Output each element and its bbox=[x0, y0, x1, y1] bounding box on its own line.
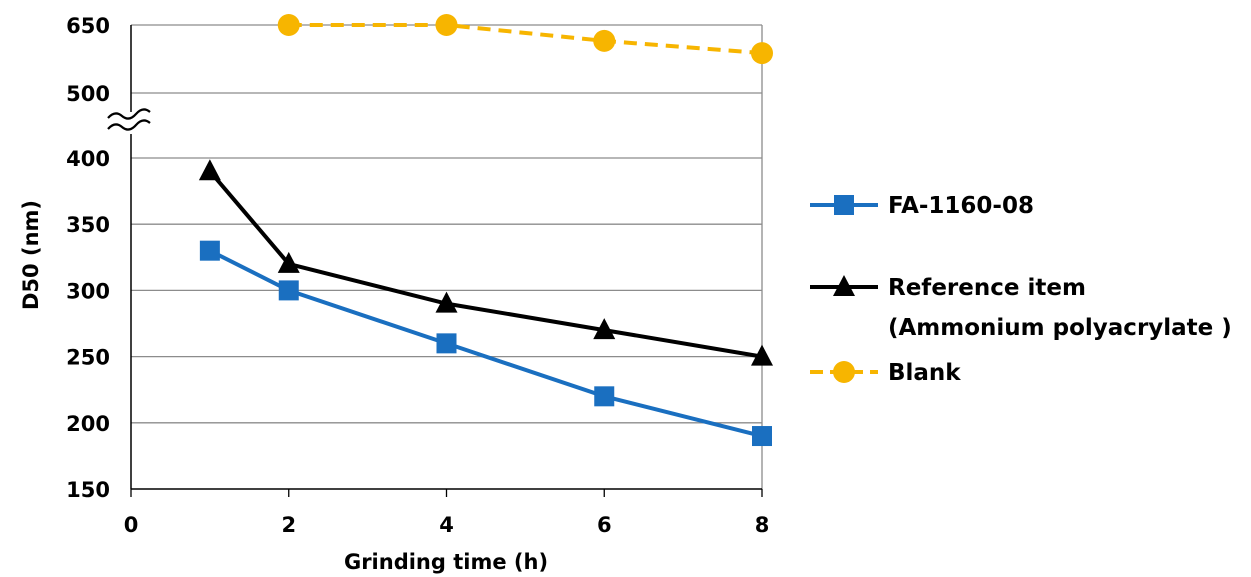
tick-labels: 150 200 250 300 350 400 500 650 0 2 4 6 8 bbox=[66, 14, 769, 537]
data-point bbox=[198, 159, 221, 181]
legend-label-line2: (Ammonium polyacrylate ) bbox=[888, 315, 1232, 341]
y-tick-label: 300 bbox=[66, 279, 110, 303]
axes bbox=[107, 25, 763, 497]
x-tick-label: 8 bbox=[755, 513, 770, 537]
legend-marker bbox=[833, 275, 855, 296]
legend: FA-1160-08 Reference item (Ammonium polyac… bbox=[810, 193, 1232, 386]
data-point bbox=[593, 318, 616, 340]
data-point bbox=[435, 14, 458, 36]
series-2 bbox=[198, 159, 773, 366]
data-point bbox=[278, 280, 299, 301]
axis-break-symbol bbox=[107, 108, 151, 134]
x-tick-label: 6 bbox=[597, 513, 612, 537]
y-tick-label: 400 bbox=[66, 147, 110, 171]
y-axis-title: D50 (nm) bbox=[19, 200, 43, 310]
data-point bbox=[199, 240, 220, 261]
x-tick-label: 0 bbox=[124, 513, 139, 537]
y-tick-label: 350 bbox=[66, 213, 110, 237]
grid bbox=[131, 24, 762, 424]
series-group bbox=[198, 14, 773, 447]
data-point bbox=[277, 14, 300, 36]
series-3 bbox=[277, 14, 773, 65]
x-tick-label: 4 bbox=[439, 513, 454, 537]
data-point bbox=[751, 42, 773, 65]
data-point bbox=[593, 29, 616, 52]
legend-label: FA-1160-08 bbox=[888, 193, 1034, 219]
legend-label: Reference item bbox=[888, 275, 1086, 301]
data-point bbox=[435, 291, 458, 313]
y-tick-label: 150 bbox=[66, 478, 110, 502]
y-tick-label: 200 bbox=[66, 412, 110, 436]
legend-label: Blank bbox=[888, 360, 961, 386]
y-tick-label: 250 bbox=[66, 346, 110, 370]
data-point bbox=[436, 333, 457, 354]
legend-item: Reference item (Ammonium polyacrylate ) bbox=[810, 275, 1232, 341]
data-point bbox=[752, 426, 772, 447]
legend-marker bbox=[833, 361, 855, 383]
series-1 bbox=[199, 240, 772, 447]
data-point bbox=[751, 344, 773, 366]
y-tick-label: 500 bbox=[66, 82, 110, 106]
series-line bbox=[288, 23, 763, 56]
legend-marker bbox=[834, 195, 854, 215]
y-tick-label: 650 bbox=[66, 14, 110, 38]
data-point bbox=[277, 251, 300, 273]
x-axis-title: Grinding time (h) bbox=[344, 550, 548, 574]
legend-item: Blank bbox=[810, 360, 961, 386]
data-point bbox=[594, 386, 615, 407]
legend-item: FA-1160-08 bbox=[810, 193, 1034, 219]
x-tick-label: 2 bbox=[281, 513, 296, 537]
